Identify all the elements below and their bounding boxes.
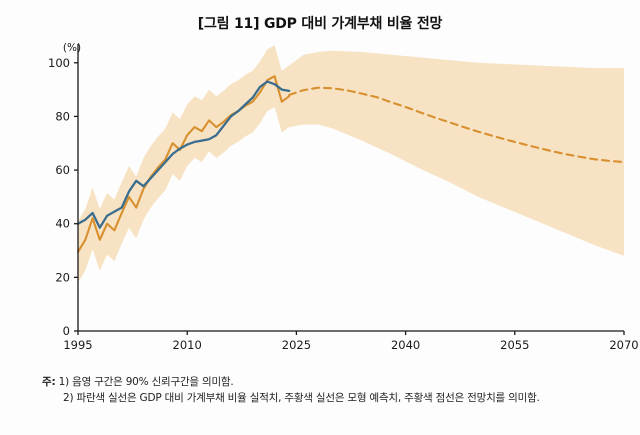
confidence-band	[78, 45, 624, 283]
chart-title: [그림 11] GDP 대비 가계부채 비율 전망	[197, 16, 443, 32]
x-tick-label: 2070	[609, 338, 638, 352]
y-tick-label: 100	[48, 56, 70, 70]
x-tick-label: 2040	[391, 338, 420, 352]
x-tick-label: 2010	[173, 338, 202, 352]
series-line-2	[288, 86, 626, 164]
x-tick-label: 2025	[282, 338, 311, 352]
y-tick-label: 60	[55, 163, 70, 177]
footnote-text-1: 1) 음영 구간은 90% 신뢰구간을 의미함.	[58, 376, 234, 388]
footnote-line-1: 주: 1) 음영 구간은 90% 신뢰구간을 의미함.	[42, 374, 632, 390]
footnote-prefix: 주:	[42, 376, 56, 388]
y-tick-label: 0	[63, 324, 70, 338]
y-tick-label: 40	[55, 217, 70, 231]
y-tick-label: 80	[55, 109, 70, 123]
x-tick-label: 1995	[63, 338, 92, 352]
footnote-text-2: 2) 파란색 실선은 GDP 대비 가계부채 비율 실적치, 주황색 실선은 모…	[63, 392, 540, 405]
y-axis-unit-label: (%)	[63, 42, 81, 54]
footnotes: 주: 1) 음영 구간은 90% 신뢰구간을 의미함. 2) 파란색 실선은 G…	[0, 371, 640, 407]
x-tick-label: 2055	[500, 338, 529, 352]
series-line-0	[76, 80, 291, 229]
y-tick-label: 20	[55, 270, 70, 284]
series-line-1	[76, 75, 291, 253]
footnote-line-2: 2) 파란색 실선은 GDP 대비 가계부채 비율 실적치, 주황색 실선은 모…	[42, 390, 632, 406]
